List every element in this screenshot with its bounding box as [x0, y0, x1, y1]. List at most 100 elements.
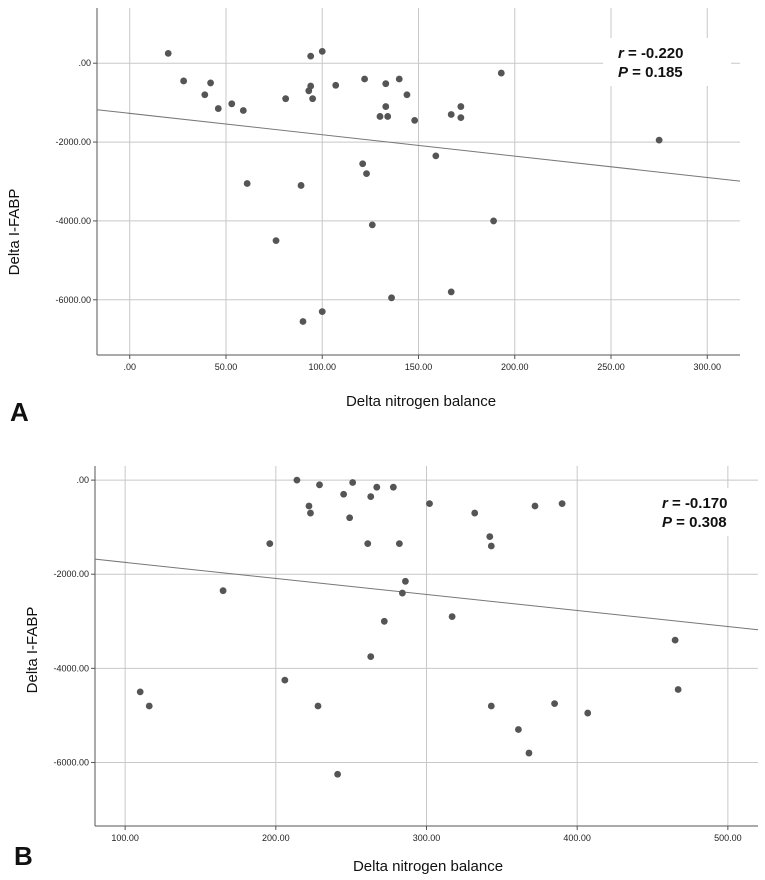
- panel-a-y-axis-title: Delta I-FABP: [6, 189, 23, 276]
- panel-b-data-point: [515, 726, 522, 733]
- panel-a-data-point: [384, 113, 392, 120]
- panel-b-data-point: [346, 514, 354, 522]
- panel-a-data-point: [497, 69, 505, 77]
- panel-a-data-point: [307, 52, 315, 60]
- panel-b-y-tick-label: -2000.00: [53, 569, 89, 579]
- panel-b-data-point: [364, 540, 372, 548]
- panel-b-data-point: [380, 617, 388, 625]
- panel-a-x-tick-label: 300.00: [694, 362, 722, 372]
- panel-a-x-tick-label: 100.00: [308, 362, 336, 372]
- panel-a-data-point: [655, 136, 663, 144]
- panel-b-data-point: [402, 577, 409, 585]
- panel-a-data-point: [318, 308, 326, 316]
- panel-a-x-tick-label: 150.00: [405, 362, 433, 372]
- panel-a-data-point: [403, 91, 411, 99]
- panel-a-data-point: [214, 105, 222, 112]
- panel-b-annotation-box: [648, 488, 752, 536]
- panel-a-data-point: [368, 221, 376, 229]
- panel-b-y-ticks: .00 -2000.00 -4000.00 -6000.00: [53, 475, 95, 767]
- panel-b-data-point: [674, 686, 682, 693]
- panel-a-x-tick-label: 200.00: [501, 362, 529, 372]
- panel-b-data-point: [487, 702, 495, 710]
- panel-a-data-point: [243, 180, 251, 187]
- panel-b-data-point: [334, 770, 341, 778]
- panel-b-y-gridlines: [95, 479, 758, 763]
- panel-a-x-tick-label: 50.00: [215, 362, 238, 372]
- panel-a-label: A: [10, 397, 29, 427]
- panel-b-data-point: [551, 700, 558, 708]
- panel-a-data-point: [432, 152, 440, 160]
- panel-a-p-annotation: P = 0.185: [618, 64, 683, 81]
- panel-a-points: [164, 47, 663, 325]
- panel-b-data-point: [307, 509, 314, 517]
- panel-a-data-point: [272, 237, 280, 245]
- panel-a-annotation-box: [603, 38, 731, 86]
- panel-a-data-point: [318, 47, 326, 55]
- panel-a-data-point: [388, 294, 395, 302]
- panel-b-data-point: [266, 540, 274, 548]
- panel-b-data-point: [448, 613, 456, 620]
- panel-a-data-point: [359, 160, 367, 168]
- panel-a-data-point: [395, 75, 403, 83]
- panel-b-data-point: [389, 483, 397, 491]
- panel-a-x-tick-label: .00: [123, 362, 136, 372]
- panel-b-data-point: [471, 509, 479, 517]
- panel-b-data-point: [525, 749, 533, 757]
- panel-b-data-point: [349, 479, 357, 486]
- panel-b-data-point: [486, 533, 494, 540]
- panel-b-data-point: [584, 709, 592, 717]
- panel-b-y-tick-label: -4000.00: [53, 663, 89, 673]
- panel-a-data-point: [332, 81, 340, 89]
- panel-a-data-point: [382, 80, 390, 88]
- panel-a-data-point: [457, 103, 465, 110]
- panel-a-data-point: [382, 103, 390, 110]
- panel-b-data-point: [314, 702, 322, 710]
- panel-b-x-axis-title: Delta nitrogen balance: [353, 858, 503, 875]
- panel-b-x-tick-label: 500.00: [714, 833, 742, 843]
- panel-a-data-point: [490, 217, 497, 225]
- panel-b-x-tick-label: 400.00: [563, 833, 591, 843]
- panel-a-y-tick-label: -2000.00: [55, 137, 91, 147]
- panel-a-r-annotation: r = -0.220: [618, 45, 683, 62]
- panel-b-x-gridlines: [124, 466, 729, 826]
- panel-a-y-tick-label: -6000.00: [55, 295, 91, 305]
- panel-b-data-point: [373, 483, 381, 491]
- panel-a-data-point: [307, 82, 315, 90]
- panel-b-points: [136, 476, 682, 778]
- panel-b-data-point: [340, 490, 348, 498]
- panel-b-x-tick-label: 300.00: [413, 833, 441, 843]
- panel-b-data-point: [367, 653, 375, 660]
- panel-b-r-annotation: r = -0.170: [662, 495, 727, 512]
- panel-a-y-tick-label: .00: [78, 58, 91, 68]
- panel-b-data-point: [293, 476, 301, 484]
- panel-b-data-point: [531, 502, 539, 510]
- panel-b-data-point: [145, 702, 153, 710]
- panel-b-y-tick-label: -6000.00: [53, 757, 89, 767]
- panel-b-y-tick-label: .00: [76, 475, 89, 485]
- panel-a-data-point: [309, 95, 317, 103]
- panel-a-data-point: [447, 288, 455, 296]
- panel-a-data-point: [299, 318, 307, 325]
- panel-b-data-point: [305, 502, 313, 510]
- panel-b-data-point: [558, 500, 566, 508]
- panel-a-data-point: [180, 77, 188, 85]
- panel-a-x-tick-label: 250.00: [597, 362, 625, 372]
- panel-b-data-point: [316, 481, 323, 489]
- panel-b-data-point: [487, 542, 495, 550]
- panel-a-data-point: [457, 114, 465, 122]
- panel-b-fit-line: [94, 558, 759, 631]
- panel-b-y-axis-title: Delta I-FABP: [24, 607, 41, 694]
- panel-b-x-ticks: 100.00 200.00 300.00 400.00 500.00: [111, 826, 742, 843]
- panel-a-data-point: [228, 100, 236, 108]
- panel-a-data-point: [361, 75, 368, 83]
- panel-a-data-point: [239, 107, 247, 114]
- panel-a-fit-line: [96, 109, 741, 182]
- panel-a-data-point: [207, 79, 214, 87]
- panel-b-data-point: [136, 688, 144, 696]
- panel-b-data-point: [671, 636, 679, 644]
- panel-b-data-point: [398, 589, 406, 597]
- panel-a: .00 50.00 100.00 150.00 200.00 250.00 300.00 .…: [6, 8, 741, 427]
- panel-a-data-point: [363, 170, 370, 178]
- panel-b-data-point: [395, 540, 403, 548]
